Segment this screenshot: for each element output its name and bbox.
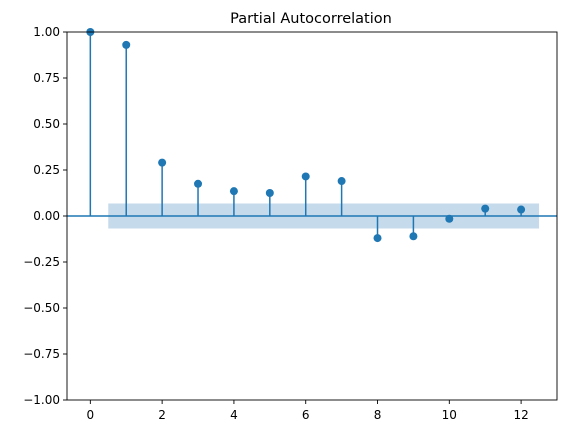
- x-tick-label: 10: [442, 408, 457, 422]
- stem-marker-lag-12: [517, 205, 526, 214]
- y-tick-label: −0.75: [23, 347, 60, 361]
- y-tick-label: 0.75: [33, 71, 60, 85]
- y-tick-label: 1.00: [33, 25, 60, 39]
- stem-marker-lag-4: [229, 187, 238, 196]
- y-tick-label: 0.00: [33, 209, 60, 223]
- stem-marker-lag-6: [301, 172, 310, 181]
- x-tick-label: 0: [87, 408, 95, 422]
- x-tick-label: 8: [374, 408, 382, 422]
- stem-marker-lag-10: [445, 214, 454, 223]
- stem-marker-lag-11: [481, 204, 490, 213]
- chart-title: Partial Autocorrelation: [230, 11, 392, 27]
- stem-marker-lag-7: [337, 177, 346, 186]
- y-tick-label: −1.00: [23, 393, 60, 407]
- x-tick-label: 4: [230, 408, 238, 422]
- x-tick-label: 2: [158, 408, 166, 422]
- y-tick-label: 0.25: [33, 163, 60, 177]
- y-tick-label: −0.50: [23, 301, 60, 315]
- y-tick-label: −0.25: [23, 255, 60, 269]
- stem-marker-lag-5: [265, 189, 274, 197]
- stem-marker-lag-9: [409, 232, 418, 241]
- stem-marker-lag-1: [122, 40, 131, 49]
- x-tick-label: 6: [302, 408, 310, 422]
- axes-layer: 0 2 4 6 8 10 12 −1.00 −0.75 −0.50 −0.25 0.00 0.25 0.5…: [23, 25, 558, 422]
- y-tick-label: 0.50: [33, 117, 60, 131]
- x-tick-label: 12: [513, 408, 528, 422]
- stem-marker-lag-8: [373, 234, 382, 243]
- stem-marker-lag-2: [158, 158, 167, 167]
- stem-marker-lag-3: [194, 179, 203, 188]
